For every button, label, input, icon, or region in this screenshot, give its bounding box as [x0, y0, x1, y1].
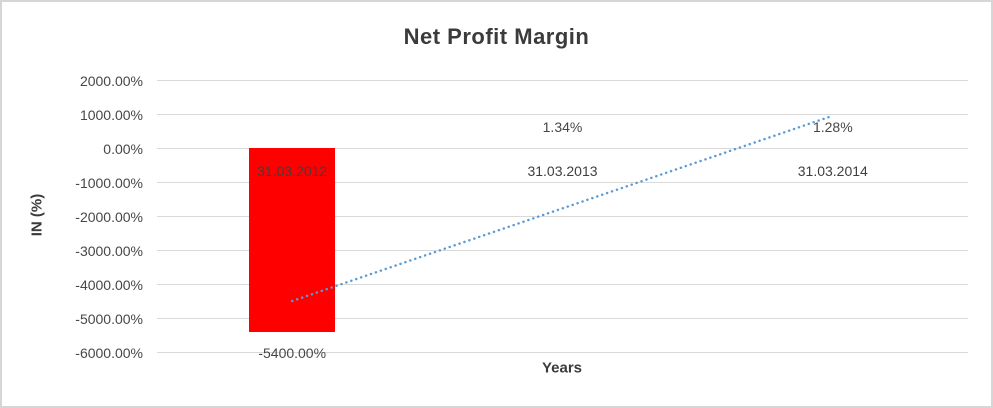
gridline	[157, 318, 968, 319]
x-axis-title: Years	[541, 359, 583, 377]
y-axis-tick-label: -5000.00%	[75, 310, 143, 327]
gridline	[157, 352, 968, 353]
y-axis-tick-label: 1000.00%	[79, 106, 143, 123]
gridline	[157, 284, 968, 285]
chart-title: Net Profit Margin	[403, 24, 590, 49]
gridline	[157, 250, 968, 251]
category-label: 31.03.2014	[797, 163, 868, 179]
gridline	[157, 216, 968, 217]
y-axis-tick-label: -6000.00%	[75, 344, 143, 361]
y-axis-tick-label: -3000.00%	[75, 242, 143, 259]
data-label: 1.28%	[812, 119, 853, 135]
category-label: 31.03.2012	[257, 163, 328, 179]
gridline	[157, 148, 968, 149]
data-label: -5400.00%	[258, 344, 327, 361]
y-axis-tick-label: -1000.00%	[75, 174, 143, 191]
y-axis-tick-label: -2000.00%	[75, 208, 143, 225]
y-axis-tick-label: 2000.00%	[79, 72, 143, 89]
trendline-segment[interactable]	[291, 114, 834, 303]
gridline	[157, 80, 968, 81]
y-axis-tick-label: 0.00%	[103, 140, 143, 157]
data-label: 1.34%	[542, 119, 583, 135]
y-axis-tick-label: -4000.00%	[75, 276, 143, 293]
gridline	[157, 182, 968, 183]
category-label: 31.03.2013	[527, 163, 598, 179]
gridline	[157, 114, 968, 115]
